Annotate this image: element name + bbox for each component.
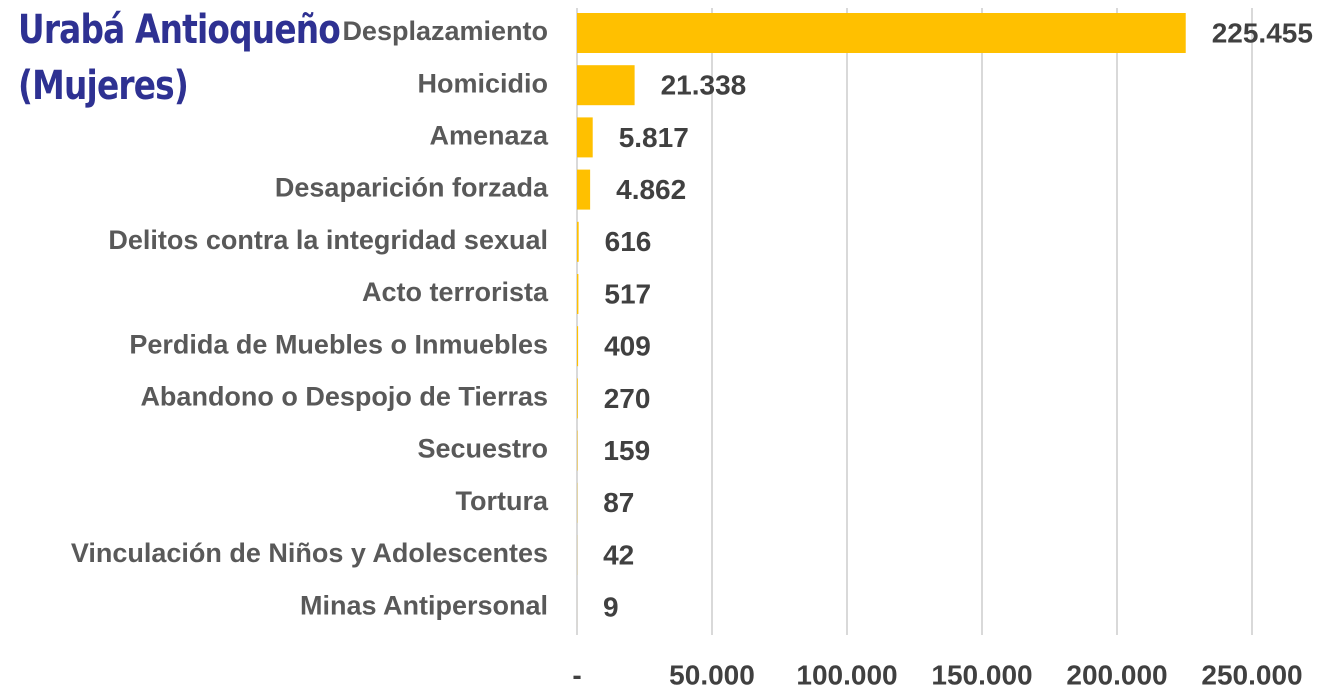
y-tick-label: Secuestro [417, 434, 548, 464]
y-tick-label: Acto terrorista [362, 277, 549, 307]
data-label: 409 [604, 331, 651, 362]
data-label: 42 [603, 539, 634, 570]
data-label: 616 [605, 226, 652, 257]
y-tick-label: Homicidio [417, 68, 548, 98]
x-tick-label: 150.000 [931, 659, 1032, 688]
data-label: 4.862 [616, 174, 686, 205]
y-tick-label: Desplazamiento [342, 16, 548, 46]
y-tick-label: Minas Antipersonal [300, 590, 548, 620]
bar [577, 13, 1186, 53]
bar [577, 117, 593, 158]
bar [577, 274, 579, 314]
y-tick-label: Desaparición forzada [275, 173, 549, 203]
x-tick-label: 50.000 [669, 659, 755, 688]
bar [577, 65, 635, 106]
data-label: 517 [604, 278, 651, 309]
x-tick-label: 250.000 [1201, 659, 1302, 688]
bar [577, 169, 591, 210]
y-tick-label: Delitos contra la integridad sexual [108, 225, 548, 255]
y-tick-label: Perdida de Muebles o Inmuebles [129, 329, 548, 359]
data-label: 270 [604, 383, 651, 414]
chart-title: Urabá Antioqueño (Mujeres) [18, 7, 341, 109]
bar [577, 378, 578, 419]
data-label: 87 [603, 487, 634, 518]
bar [577, 221, 579, 262]
x-tick-label: - [572, 659, 581, 688]
data-label: 159 [603, 435, 650, 466]
bar [577, 326, 579, 367]
data-label: 5.817 [619, 122, 689, 153]
y-tick-label: Abandono o Despojo de Tierras [140, 382, 548, 412]
data-label: 225.455 [1212, 17, 1313, 48]
data-label: 9 [603, 592, 619, 623]
y-tick-label: Amenaza [429, 121, 549, 151]
y-tick-label: Tortura [456, 486, 549, 516]
y-tick-label: Vinculación de Niños y Adolescentes [71, 538, 548, 568]
x-tick-label: 200.000 [1066, 659, 1167, 688]
x-tick-label: 100.000 [796, 659, 897, 688]
data-label: 21.338 [661, 70, 747, 101]
